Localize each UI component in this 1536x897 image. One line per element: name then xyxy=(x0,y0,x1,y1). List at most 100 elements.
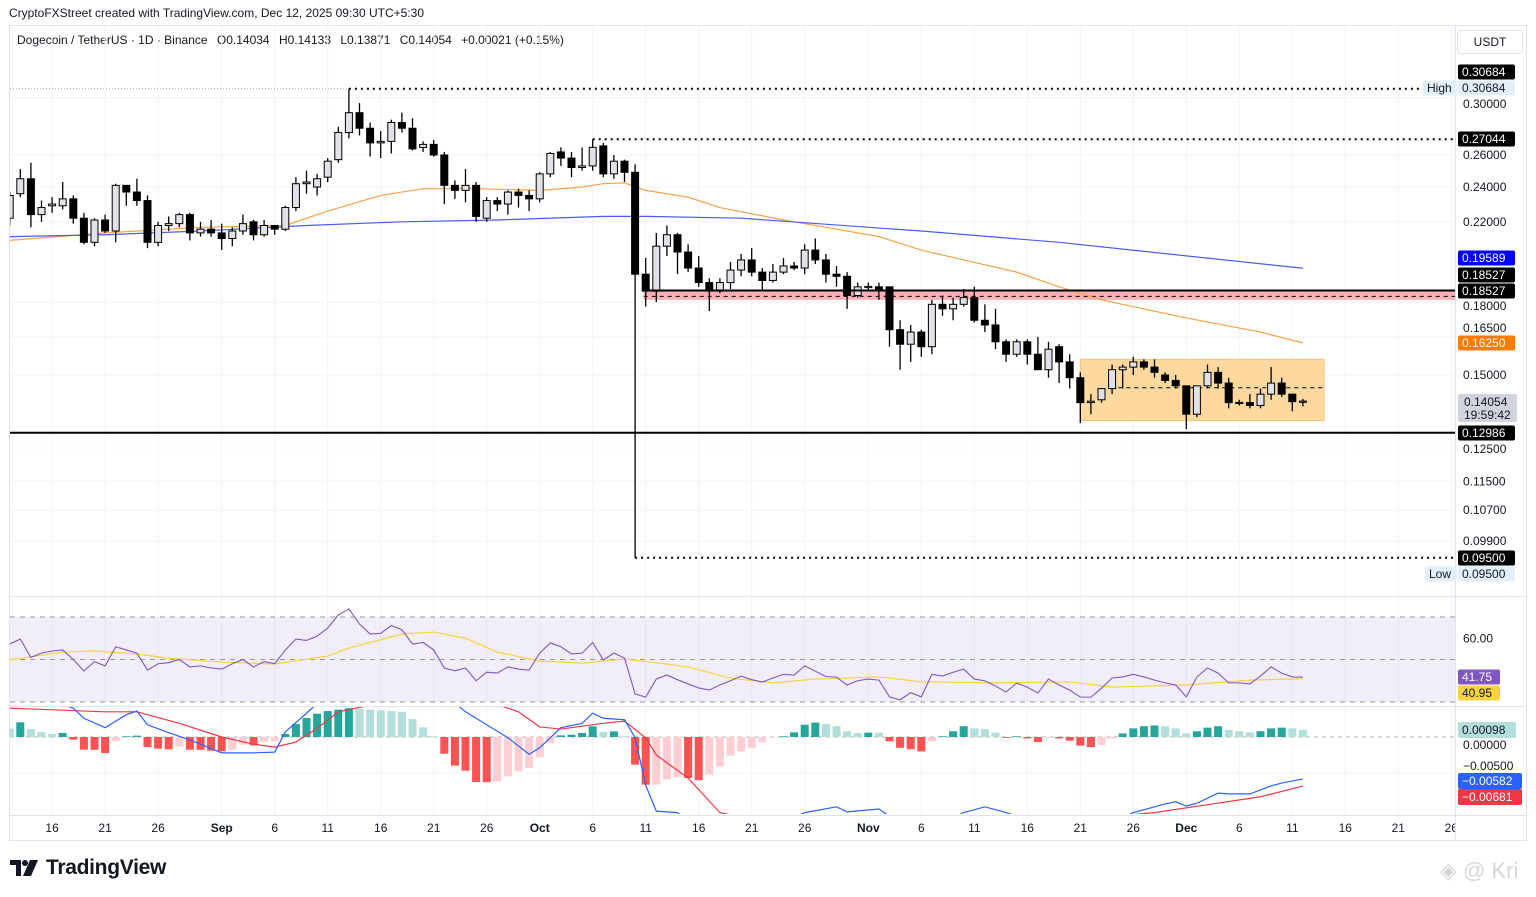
candle[interactable] xyxy=(631,164,640,558)
resistance-zone[interactable] xyxy=(643,290,1455,300)
candle[interactable] xyxy=(291,177,300,212)
currency-button[interactable]: USDT xyxy=(1457,30,1523,54)
candle[interactable] xyxy=(917,329,926,357)
tradingview-logo[interactable]: TradingView xyxy=(10,856,166,880)
candle[interactable] xyxy=(768,263,777,283)
candle[interactable] xyxy=(821,253,830,283)
candle[interactable] xyxy=(450,180,459,199)
candle[interactable] xyxy=(111,183,120,243)
candle[interactable] xyxy=(1055,344,1064,384)
candle[interactable] xyxy=(546,151,555,178)
candle[interactable] xyxy=(419,141,428,152)
candle[interactable] xyxy=(281,205,290,232)
candle[interactable] xyxy=(758,268,767,292)
candle[interactable] xyxy=(461,169,470,203)
candle[interactable] xyxy=(334,126,343,163)
candle[interactable] xyxy=(1076,372,1085,424)
candle[interactable] xyxy=(885,286,894,347)
symbol-name[interactable]: Dogecoin / TetherUS · 1D · Binance xyxy=(17,33,208,47)
candle[interactable] xyxy=(143,195,152,249)
candle[interactable] xyxy=(514,188,523,208)
candle[interactable] xyxy=(313,173,322,196)
candle[interactable] xyxy=(1002,339,1011,362)
candle[interactable] xyxy=(196,221,205,237)
candle[interactable] xyxy=(1118,364,1127,389)
candle[interactable] xyxy=(1203,364,1212,389)
candle[interactable] xyxy=(578,147,587,171)
candle[interactable] xyxy=(270,224,279,235)
candle[interactable] xyxy=(1150,359,1159,378)
candle[interactable] xyxy=(1161,372,1170,384)
candle[interactable] xyxy=(164,216,173,232)
candle[interactable] xyxy=(938,295,947,316)
candle[interactable] xyxy=(747,248,756,277)
candle[interactable] xyxy=(1023,339,1032,365)
candle[interactable] xyxy=(1245,394,1254,409)
candle[interactable] xyxy=(1065,354,1074,389)
candle[interactable] xyxy=(927,299,936,355)
candle[interactable] xyxy=(69,195,78,224)
candle[interactable] xyxy=(376,131,385,159)
candle[interactable] xyxy=(694,255,703,287)
candle[interactable] xyxy=(387,119,396,154)
candle[interactable] xyxy=(397,112,406,133)
candle[interactable] xyxy=(1214,367,1223,389)
candle[interactable] xyxy=(599,142,608,178)
candle[interactable] xyxy=(779,257,788,275)
candle[interactable] xyxy=(684,244,693,273)
candle[interactable] xyxy=(90,218,99,247)
candle[interactable] xyxy=(991,308,1000,350)
candle[interactable] xyxy=(175,212,184,228)
candle[interactable] xyxy=(726,261,735,289)
range-box[interactable] xyxy=(1079,358,1325,421)
candle[interactable] xyxy=(217,223,226,251)
candle[interactable] xyxy=(503,190,512,215)
candle[interactable] xyxy=(249,220,258,241)
candle[interactable] xyxy=(344,88,353,139)
candle[interactable] xyxy=(525,190,534,212)
candle[interactable] xyxy=(737,253,746,277)
candle[interactable] xyxy=(228,227,237,247)
candle[interactable] xyxy=(1012,339,1021,357)
candle[interactable] xyxy=(238,214,247,235)
candle[interactable] xyxy=(1171,375,1180,389)
candle[interactable] xyxy=(207,220,216,237)
price-axis[interactable]: 0.30000 0.26000 0.24000 0.22000 0.18000 0.165… xyxy=(1463,97,1514,773)
candle[interactable] xyxy=(1097,388,1106,403)
time-axis[interactable]: 16 21 26 Sep 6 11 16 21 26 Oct 6 11 16 21 26 Nov 6 11 16 21… xyxy=(45,821,1458,835)
candle[interactable] xyxy=(79,212,88,245)
candle[interactable] xyxy=(535,172,544,203)
candle[interactable] xyxy=(101,214,110,233)
candle[interactable] xyxy=(429,139,438,157)
candle[interactable] xyxy=(567,151,576,178)
candle[interactable] xyxy=(556,147,565,166)
candle[interactable] xyxy=(472,182,481,222)
main-pane[interactable] xyxy=(6,87,1455,559)
candle[interactable] xyxy=(48,197,57,213)
candle[interactable] xyxy=(408,118,417,151)
candle[interactable] xyxy=(970,286,979,323)
macd-pane[interactable] xyxy=(6,694,1455,831)
candle[interactable] xyxy=(6,192,14,226)
candle[interactable] xyxy=(1044,341,1053,378)
candle[interactable] xyxy=(482,197,491,222)
candle[interactable] xyxy=(355,103,364,136)
candle[interactable] xyxy=(440,151,449,205)
candle[interactable] xyxy=(609,155,618,179)
candle[interactable] xyxy=(959,288,968,307)
candle[interactable] xyxy=(588,139,597,171)
candle[interactable] xyxy=(493,197,502,212)
candle[interactable] xyxy=(1129,356,1138,376)
candle[interactable] xyxy=(620,159,629,183)
candle[interactable] xyxy=(1182,385,1191,430)
candle[interactable] xyxy=(949,297,958,321)
rsi-pane[interactable] xyxy=(10,608,1455,703)
candle[interactable] xyxy=(16,169,25,198)
candle[interactable] xyxy=(154,221,163,247)
candle[interactable] xyxy=(1267,367,1276,400)
candle[interactable] xyxy=(811,238,820,264)
candle[interactable] xyxy=(896,320,905,370)
candle[interactable] xyxy=(1192,385,1201,418)
candle[interactable] xyxy=(662,225,671,256)
